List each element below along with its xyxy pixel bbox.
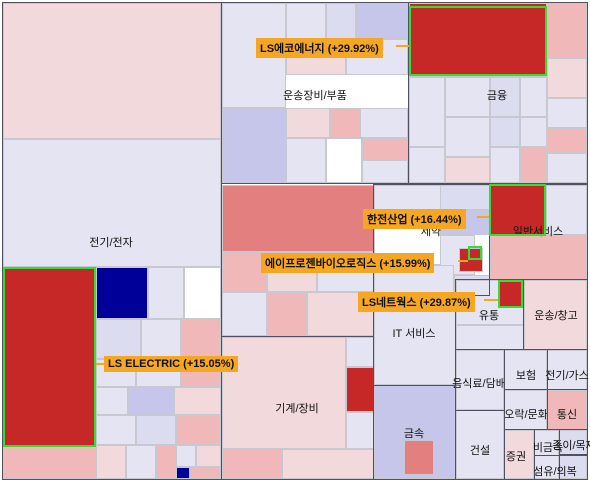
stock-tile bbox=[286, 138, 326, 183]
stock-tile bbox=[222, 252, 267, 292]
stock-tile bbox=[520, 117, 547, 147]
sector-box bbox=[534, 455, 588, 480]
stock-tile bbox=[176, 415, 221, 445]
stock-tile bbox=[148, 267, 184, 319]
sector-box bbox=[408, 2, 588, 184]
stock-tile bbox=[156, 445, 176, 479]
sector-box bbox=[523, 279, 588, 350]
highlight-box bbox=[468, 246, 482, 260]
stock-tile bbox=[222, 449, 282, 479]
stock-tile bbox=[96, 415, 136, 445]
stock-callout: 한전산업 (+16.44%) bbox=[363, 209, 466, 229]
sector-box bbox=[504, 349, 548, 390]
stock-tile bbox=[286, 3, 326, 39]
sector-box bbox=[455, 410, 505, 480]
stock-tile bbox=[196, 445, 221, 467]
stock-tile bbox=[547, 128, 587, 153]
sector-box bbox=[504, 389, 548, 430]
stock-tile bbox=[356, 3, 408, 39]
stock-tile bbox=[409, 147, 445, 183]
stock-tile bbox=[176, 467, 190, 479]
stock-tile bbox=[330, 108, 360, 138]
sector-box bbox=[221, 2, 409, 184]
stock-tile bbox=[190, 467, 221, 479]
stock-callout: LS네트웍스 (+29.87%) bbox=[358, 292, 475, 312]
stock-tile bbox=[409, 77, 445, 147]
stock-tile bbox=[141, 319, 181, 359]
stock-tile bbox=[547, 98, 587, 128]
stock-tile bbox=[222, 292, 267, 336]
callout-leader bbox=[458, 260, 468, 262]
stock-tile bbox=[547, 58, 587, 98]
stock-tile bbox=[362, 160, 408, 183]
sector-box bbox=[221, 336, 374, 480]
stock-tile bbox=[96, 445, 126, 479]
stock-tile bbox=[3, 3, 221, 139]
stock-tile bbox=[286, 108, 330, 138]
stock-tile bbox=[181, 319, 221, 359]
sector-box bbox=[504, 429, 535, 480]
stock-tile bbox=[96, 319, 141, 359]
stock-tile bbox=[222, 185, 374, 252]
stock-tile bbox=[3, 139, 221, 267]
stock-tile bbox=[136, 415, 176, 445]
callout-leader bbox=[477, 216, 489, 218]
sector-box bbox=[373, 385, 456, 480]
stock-tile bbox=[346, 367, 374, 412]
stock-tile bbox=[96, 387, 128, 415]
stock-tile bbox=[445, 157, 490, 183]
highlight-box bbox=[3, 267, 96, 447]
stock-tile bbox=[520, 147, 547, 183]
stock-tile bbox=[174, 387, 221, 415]
stock-tile bbox=[222, 108, 286, 183]
stock-tile bbox=[96, 267, 148, 319]
stock-tile bbox=[490, 235, 587, 285]
stock-tile bbox=[176, 445, 196, 467]
stock-tile bbox=[490, 77, 520, 117]
stock-tile bbox=[126, 445, 156, 479]
stock-callout: LS ELECTRIC (+15.05%) bbox=[104, 356, 239, 372]
stock-tile bbox=[362, 138, 408, 160]
sector-box bbox=[2, 2, 222, 480]
stock-tile bbox=[490, 117, 520, 147]
callout-leader bbox=[396, 45, 409, 47]
stock-tile bbox=[184, 267, 221, 319]
stock-tile bbox=[520, 77, 547, 117]
stock-tile bbox=[128, 387, 174, 415]
stock-callout: LS에코에너지 (+29.92%) bbox=[256, 38, 383, 58]
highlight-box bbox=[409, 6, 547, 76]
stock-tile bbox=[445, 77, 490, 117]
sector-box bbox=[559, 429, 588, 455]
stock-tile bbox=[360, 108, 408, 138]
stock-tile bbox=[524, 280, 587, 350]
stock-tile bbox=[534, 430, 559, 479]
stock-tile bbox=[490, 147, 520, 183]
callout-leader bbox=[96, 363, 104, 365]
stock-tile bbox=[547, 153, 587, 183]
stock-tile bbox=[267, 292, 307, 336]
stock-callout: 에이프로젠바이오로직스 (+15.99%) bbox=[261, 253, 435, 273]
highlight-box bbox=[498, 280, 523, 308]
sector-box bbox=[547, 389, 588, 430]
stock-tile bbox=[222, 337, 346, 449]
stock-tile bbox=[547, 3, 587, 58]
stock-tile bbox=[445, 117, 490, 157]
stock-tile bbox=[456, 410, 504, 479]
sector-box bbox=[455, 349, 505, 411]
stock-tile bbox=[326, 138, 362, 183]
sector-box bbox=[547, 349, 588, 390]
callout-leader bbox=[484, 299, 498, 301]
stock-tile bbox=[282, 449, 374, 479]
stock-tile bbox=[346, 337, 374, 367]
stock-tile bbox=[456, 350, 504, 410]
stock-tile bbox=[404, 440, 434, 475]
highlight-box bbox=[489, 184, 546, 236]
stock-tile bbox=[546, 185, 587, 235]
stock-tile bbox=[547, 350, 587, 390]
stock-tile bbox=[3, 447, 96, 479]
